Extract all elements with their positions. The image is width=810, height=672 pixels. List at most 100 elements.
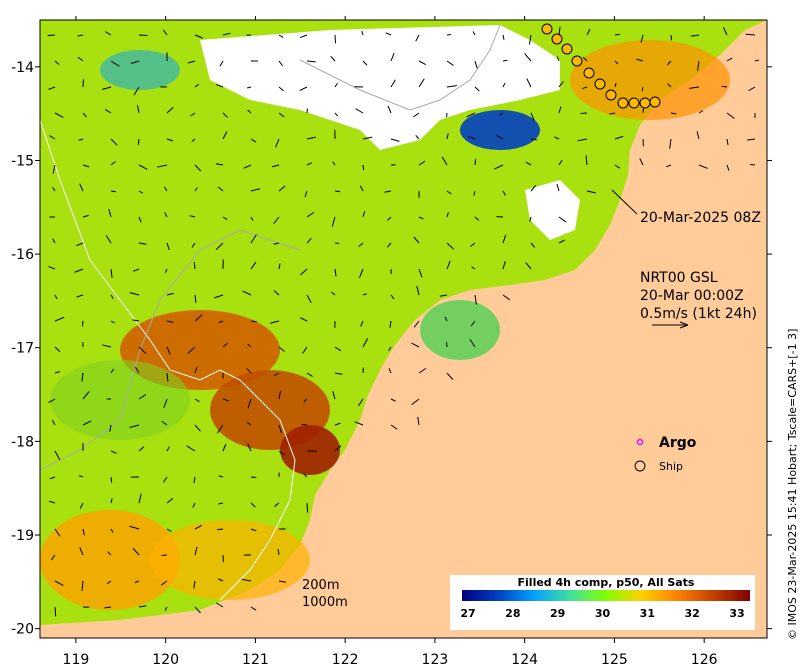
current-vector bbox=[446, 190, 452, 195]
current-vector bbox=[273, 242, 280, 245]
current-vector bbox=[299, 86, 308, 91]
current-vector bbox=[413, 236, 420, 244]
current-vector bbox=[76, 242, 84, 247]
current-vector bbox=[54, 316, 65, 322]
current-vector bbox=[189, 215, 196, 218]
current-vector bbox=[222, 216, 228, 220]
ship-position-10 bbox=[649, 96, 661, 108]
ship-position-7 bbox=[617, 97, 629, 109]
current-vector bbox=[726, 164, 730, 171]
cloud-gap bbox=[200, 25, 560, 150]
current-vector bbox=[218, 475, 224, 478]
colorbar-tick-4: 31 bbox=[640, 607, 655, 620]
current-vector bbox=[466, 112, 476, 118]
current-vector bbox=[556, 183, 560, 192]
current-vector bbox=[446, 33, 452, 36]
current-vector bbox=[446, 85, 457, 88]
current-vector bbox=[334, 34, 337, 44]
current-vector bbox=[81, 372, 84, 382]
current-vector bbox=[273, 290, 280, 296]
current-vector bbox=[161, 420, 168, 426]
colorbar-tick-2: 29 bbox=[550, 607, 565, 620]
current-vector bbox=[194, 187, 198, 192]
current-vector bbox=[530, 112, 535, 122]
current-vector bbox=[82, 528, 85, 536]
current-vector bbox=[472, 31, 476, 36]
current-vector bbox=[78, 138, 84, 141]
current-vector bbox=[51, 419, 56, 426]
current-vector bbox=[110, 190, 116, 193]
current-vector bbox=[222, 398, 229, 402]
current-vector bbox=[334, 190, 341, 193]
current-vector bbox=[110, 498, 113, 504]
current-vector bbox=[48, 398, 56, 403]
current-vector bbox=[502, 234, 507, 244]
current-vector bbox=[218, 502, 224, 505]
current-vector bbox=[194, 294, 197, 303]
current-vector bbox=[79, 502, 84, 509]
current-vector bbox=[76, 294, 84, 298]
current-vector bbox=[52, 186, 56, 192]
argo-marker bbox=[636, 438, 644, 446]
current-vector bbox=[558, 159, 563, 166]
current-vectors bbox=[47, 26, 760, 617]
latitude-axis: -14 -15 -16 -17 -18 -19 -20 bbox=[11, 60, 772, 638]
current-vector bbox=[502, 190, 506, 196]
current-vector bbox=[306, 60, 316, 63]
current-vector bbox=[274, 372, 280, 377]
current-vector bbox=[104, 109, 112, 114]
current-vector bbox=[138, 190, 144, 194]
current-info-line1: NRT00 GSL bbox=[640, 270, 718, 286]
current-vector bbox=[247, 109, 252, 114]
current-vector bbox=[107, 551, 112, 556]
current-vector bbox=[390, 79, 396, 88]
current-vector bbox=[81, 580, 84, 591]
lat-tick-label-1: -15 bbox=[11, 153, 34, 169]
current-vector bbox=[166, 320, 174, 323]
current-vector bbox=[446, 260, 451, 270]
current-vector bbox=[361, 30, 364, 36]
current-vector bbox=[132, 268, 140, 272]
current-vector bbox=[558, 239, 565, 244]
current-vector bbox=[502, 34, 505, 40]
current-vector bbox=[166, 372, 169, 382]
current-vector bbox=[666, 60, 672, 66]
current-vector bbox=[306, 502, 309, 513]
lat-tick-label-3: -17 bbox=[11, 341, 34, 357]
current-vector bbox=[243, 164, 252, 169]
current-vector bbox=[554, 136, 560, 140]
ship-position-9 bbox=[639, 97, 651, 109]
current-vector bbox=[216, 424, 224, 434]
current-vector bbox=[138, 216, 142, 223]
current-vector bbox=[222, 342, 228, 348]
current-vector bbox=[82, 112, 87, 118]
current-vector bbox=[306, 162, 313, 166]
current-vector bbox=[48, 86, 56, 90]
current-vector bbox=[130, 60, 140, 65]
current-vector bbox=[54, 112, 64, 118]
current-vector bbox=[385, 32, 392, 36]
current-vector bbox=[586, 190, 596, 194]
current-vector bbox=[274, 502, 280, 507]
current-vector bbox=[219, 60, 224, 67]
current-vector bbox=[697, 60, 700, 71]
current-vector bbox=[162, 29, 168, 36]
current-vector bbox=[246, 421, 252, 426]
current-vector bbox=[166, 446, 170, 452]
current-vector bbox=[306, 294, 312, 303]
current-vector bbox=[222, 32, 231, 36]
current-vector bbox=[194, 164, 202, 172]
current-vector bbox=[690, 34, 700, 37]
current-vector bbox=[49, 476, 56, 480]
current-vector bbox=[162, 476, 168, 483]
current-vector bbox=[362, 164, 365, 171]
current-vector bbox=[474, 294, 477, 305]
current-vector bbox=[54, 371, 61, 374]
current-vector bbox=[166, 346, 171, 355]
current-vector bbox=[273, 216, 280, 224]
current-vector bbox=[390, 294, 395, 300]
current-vector bbox=[667, 83, 672, 88]
current-vector bbox=[54, 60, 60, 65]
current-vector bbox=[52, 164, 56, 174]
current-vector bbox=[250, 216, 254, 221]
